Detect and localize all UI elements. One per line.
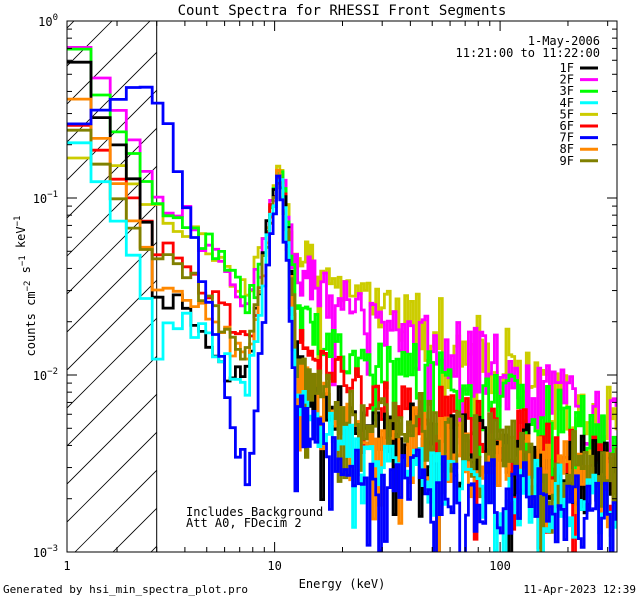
date-label: 1-May-2006 <box>528 34 600 48</box>
legend-label-9F: 9F <box>560 154 574 168</box>
x-axis-label: Energy (keV) <box>299 577 386 591</box>
series-line-4F <box>67 141 617 552</box>
x-tick-label: 1 <box>63 559 70 573</box>
y-tick-label: 10−1 <box>33 190 58 206</box>
legend-label-7F: 7F <box>560 131 574 145</box>
y-axis-label: counts cm−2 s−1 keV−1 <box>13 216 38 357</box>
legend-label-6F: 6F <box>560 119 574 133</box>
generated-by-text: Generated by hsi_min_spectra_plot.pro <box>3 583 249 596</box>
annotation-background: Includes Background <box>186 505 323 519</box>
legend-label-4F: 4F <box>560 96 574 110</box>
legend-label-1F: 1F <box>560 61 574 75</box>
legend-label-5F: 5F <box>560 107 574 121</box>
x-tick-label: 100 <box>489 559 511 573</box>
chart-title: Count Spectra for RHESSI Front Segments <box>178 3 507 19</box>
legend-label-3F: 3F <box>560 84 574 98</box>
annotation-attenuator: Att A0, FDecim 2 <box>186 516 302 530</box>
legend-label-8F: 8F <box>560 142 574 156</box>
time-range-label: 11:21:00 to 11:22:00 <box>456 46 601 60</box>
series-line-2F <box>67 46 617 474</box>
footer-timestamp: 11-Apr-2023 12:39 <box>523 583 636 596</box>
y-tick-label: 10−2 <box>33 367 58 383</box>
y-tick-label: 10−3 <box>33 544 58 560</box>
y-tick-label: 100 <box>38 13 58 29</box>
series-line-6F <box>67 124 617 552</box>
series-line-7F <box>67 85 617 552</box>
x-tick-label: 10 <box>267 559 281 573</box>
background-hatch-region <box>67 21 157 552</box>
legend-label-2F: 2F <box>560 73 574 87</box>
